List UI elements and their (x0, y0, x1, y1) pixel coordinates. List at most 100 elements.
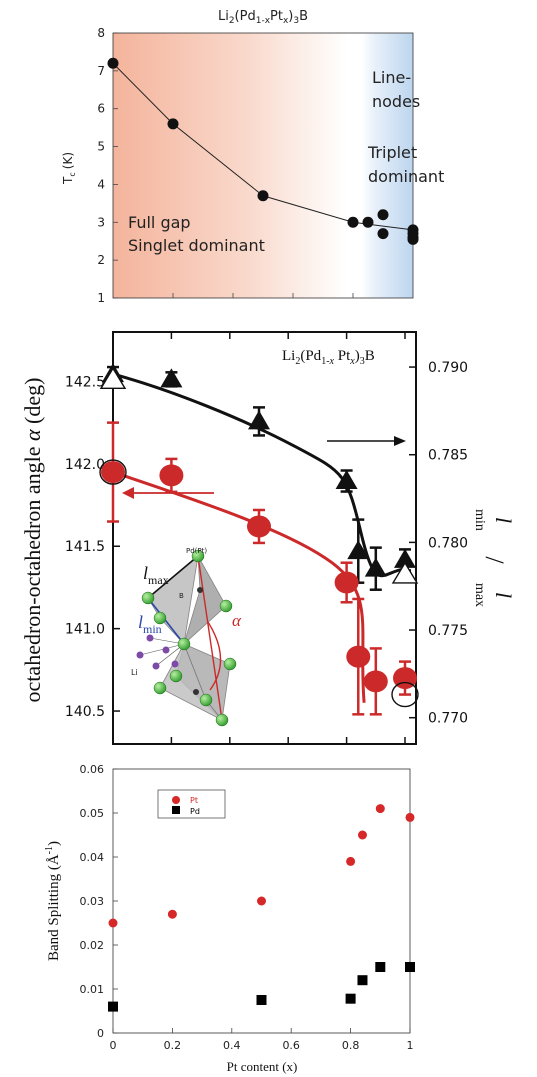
alpha-data-point (346, 645, 371, 668)
y-tick-label: 0 (97, 1027, 104, 1040)
alpha-data-point (363, 670, 388, 693)
y-right-tick-label: 0.775 (428, 623, 468, 639)
y-tick-label: 3 (97, 215, 105, 229)
legend: Pt Pd (157, 789, 226, 819)
inset-li-atom (162, 646, 170, 654)
pt-data-point (257, 896, 266, 906)
pt-data-point (375, 804, 385, 814)
alpha-data-point (159, 464, 184, 487)
y-tick-label: 4 (97, 177, 105, 191)
y-tick-label: 0.02 (80, 939, 105, 952)
inset-metal-atom (199, 693, 213, 707)
inset-li-atom (146, 634, 154, 642)
alpha-data-point (247, 515, 271, 538)
x-tick-label: 0.4 (223, 1039, 241, 1052)
legend-pt-marker (172, 796, 180, 804)
pt-data-point (346, 856, 356, 866)
ylabel-right-max: max (472, 583, 487, 607)
legend-pd-label: Pd (190, 807, 200, 816)
inset-metal-atom (219, 599, 233, 613)
arrow-to-left-axis (122, 487, 214, 499)
inset-metal-atom (153, 611, 167, 625)
y-tick-label: 6 (97, 102, 105, 116)
inset-metal-atom (141, 591, 155, 605)
y-left-tick-label: 140.5 (65, 704, 105, 720)
y-tick-label: 2 (97, 253, 105, 267)
tc-data-point (362, 216, 374, 228)
annotation-nodes: nodes (372, 92, 420, 111)
tc-data-point (167, 118, 179, 130)
x-tick-label: 0.6 (282, 1039, 300, 1052)
y-tick-label: 0.06 (80, 763, 105, 776)
open-triangle-marker (391, 561, 419, 584)
y-tick-label: 5 (97, 140, 105, 154)
inset-metal-atom (191, 549, 205, 563)
pt-data-point (108, 918, 118, 928)
legend-pt-label: Pt (190, 796, 198, 805)
annotation-dominant: dominant (368, 167, 444, 186)
annotation-line: Line- (372, 68, 411, 87)
alpha-data-point (101, 461, 125, 484)
inset-li-atom (171, 660, 179, 668)
ylabel-right-min: min (472, 509, 487, 531)
tc-data-point (407, 233, 419, 245)
tc-data-point (377, 228, 389, 240)
inset-metal-atom (169, 669, 183, 683)
y-left-tick-label: 142.0 (65, 457, 105, 473)
inset-metal-atom (177, 637, 191, 651)
ratio-data-point (160, 368, 183, 388)
x-tick-label: 0 (110, 1039, 117, 1052)
pt-data-point (167, 909, 177, 919)
pt-data-point (357, 830, 367, 840)
inset-lmin: lmin (138, 612, 162, 636)
y-tick-label: 1 (97, 291, 105, 305)
ratio-data-point (335, 470, 358, 490)
pd-data-point (405, 962, 415, 972)
alpha-fit-curve (112, 470, 366, 703)
open-circle-marker (99, 459, 127, 485)
ratio-data-point (347, 540, 370, 560)
panel-tc-title: Li2(Pd1-xPtx)3B (218, 9, 308, 26)
y-left-tick-label: 141.5 (65, 539, 105, 555)
legend-box (157, 789, 226, 819)
pd-data-point (375, 962, 386, 972)
tc-data-point (107, 57, 119, 69)
panel-band-splitting: 00.010.020.030.040.050.060 0.2 0.4 0.6 0.8 1 … (44, 763, 415, 1074)
panel-band-ylabel: Band Splitting (Å-1) (44, 841, 62, 961)
y-tick-label: 0.01 (80, 983, 105, 996)
y-left-tick-label: 142.5 (65, 374, 105, 390)
panel-angle-ylabel-left: octahedron-octahedron angle α (deg) (20, 378, 45, 703)
pd-data-point (256, 995, 267, 1005)
pd-data-point (345, 993, 356, 1004)
inset-crystal-structure: lmax lmin Pd(Pt) B Li α (131, 547, 242, 727)
inset-boron-atom (193, 689, 199, 695)
inset-metal-atom (215, 713, 229, 727)
ratio-data-point (248, 410, 270, 430)
x-tick-label: 0.8 (342, 1039, 360, 1052)
panel-tc-background (113, 33, 413, 298)
ylabel-right-slash: / (480, 556, 509, 564)
y-tick-label: 7 (97, 64, 105, 78)
panel-angle-title: Li2(Pd1-x Ptx)3B (282, 348, 375, 367)
ratio-data-point (394, 548, 416, 568)
x-tick-label: 0.2 (164, 1039, 182, 1052)
inset-li-label: Li (131, 668, 138, 677)
legend-pd-marker (172, 806, 180, 814)
y-tick-label: 0.04 (80, 851, 105, 864)
alpha-data-point (334, 571, 359, 594)
inset-boron-atom (197, 587, 203, 593)
tc-data-point (377, 209, 389, 221)
pd-data-point (357, 975, 368, 986)
inset-alpha-label: α (232, 611, 242, 630)
annotation-singlet-dominant: Singlet dominant (128, 236, 265, 255)
y-right-tick-label: 0.790 (428, 360, 468, 376)
open-circle-marker (391, 681, 419, 708)
ratio-data-point (364, 557, 387, 577)
y-right-tick-label: 0.770 (428, 711, 468, 727)
inset-site-label: Pd(Pt) (186, 547, 207, 555)
pt-data-point (405, 812, 415, 822)
panel-tc-frame (112, 32, 414, 299)
pd-data-point (108, 1001, 118, 1012)
panel-angle-frame (112, 331, 417, 745)
